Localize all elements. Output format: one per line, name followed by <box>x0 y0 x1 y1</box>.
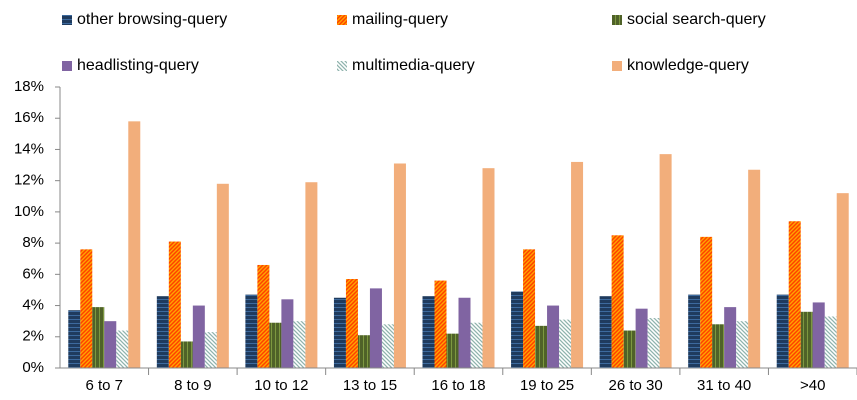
bar <box>748 169 761 368</box>
bar <box>647 318 660 368</box>
bar <box>128 121 141 368</box>
legend-swatch <box>612 15 622 25</box>
x-tick-label: 16 to 18 <box>431 377 485 394</box>
x-tick-label: 10 to 12 <box>254 377 308 394</box>
bar <box>293 321 306 368</box>
bar <box>470 322 483 368</box>
legend-swatch <box>337 61 347 71</box>
legend-label: multimedia-query <box>352 57 475 74</box>
y-tick-label: 12% <box>14 172 44 189</box>
bar <box>357 335 370 368</box>
bar <box>559 319 572 368</box>
bar <box>305 182 318 368</box>
bar <box>482 168 495 368</box>
bar <box>393 163 406 368</box>
bar <box>659 154 672 368</box>
y-tick-label: 6% <box>22 265 44 282</box>
bar <box>547 305 560 368</box>
x-tick-label: 6 to 7 <box>86 377 124 394</box>
legend-swatch <box>612 61 622 71</box>
bar <box>422 296 435 368</box>
bar <box>80 249 93 368</box>
legend-swatch <box>337 15 347 25</box>
x-tick-label: 31 to 40 <box>697 377 751 394</box>
bar <box>369 288 382 368</box>
bar <box>800 311 813 368</box>
bar <box>611 235 624 368</box>
bar <box>116 330 129 368</box>
bar <box>204 332 217 368</box>
bar <box>281 299 294 368</box>
bar <box>104 321 117 368</box>
bar <box>712 324 725 368</box>
x-tick-label: 13 to 15 <box>343 377 397 394</box>
bar <box>623 330 636 368</box>
y-tick-label: 2% <box>22 328 44 345</box>
legend-swatch <box>62 15 72 25</box>
bar <box>92 307 105 368</box>
bar <box>776 294 789 368</box>
legend-label: social search-query <box>627 11 766 28</box>
y-tick-label: 10% <box>14 203 44 220</box>
x-tick-label: >40 <box>800 377 825 394</box>
y-tick-label: 16% <box>14 109 44 126</box>
bar <box>724 307 737 368</box>
bar <box>523 249 536 368</box>
bar <box>571 161 584 368</box>
bar <box>458 297 471 368</box>
bar <box>736 321 749 368</box>
bar <box>700 236 713 368</box>
bar <box>788 221 801 368</box>
bar <box>688 294 701 368</box>
bar <box>245 294 258 368</box>
bar <box>381 324 394 368</box>
legend-swatch <box>62 61 72 71</box>
bar <box>836 193 849 368</box>
x-tick-label: 8 to 9 <box>174 377 212 394</box>
legend-label: knowledge-query <box>627 57 749 74</box>
bar <box>68 310 81 368</box>
y-tick-label: 14% <box>14 140 44 157</box>
bar <box>333 297 346 368</box>
y-tick-label: 18% <box>14 78 44 95</box>
y-tick-label: 8% <box>22 234 44 251</box>
bar <box>192 305 205 368</box>
bar <box>434 280 447 368</box>
bar <box>635 308 648 368</box>
bar <box>824 316 837 368</box>
y-tick-label: 0% <box>22 359 44 376</box>
bar <box>168 241 181 368</box>
bar <box>180 341 193 368</box>
bar <box>535 325 548 368</box>
bar <box>269 322 282 368</box>
legend-label: headlisting-query <box>77 57 199 74</box>
bar <box>216 183 229 368</box>
bar <box>812 302 825 368</box>
bar <box>511 291 524 368</box>
y-tick-label: 4% <box>22 297 44 314</box>
bar <box>156 296 169 368</box>
bar <box>446 333 459 368</box>
bar <box>257 264 270 368</box>
legend-label: mailing-query <box>352 11 448 28</box>
legend-label: other browsing-query <box>77 11 227 28</box>
x-tick-label: 26 to 30 <box>609 377 663 394</box>
bar <box>345 279 358 368</box>
x-tick-label: 19 to 25 <box>520 377 574 394</box>
bar <box>599 296 612 368</box>
